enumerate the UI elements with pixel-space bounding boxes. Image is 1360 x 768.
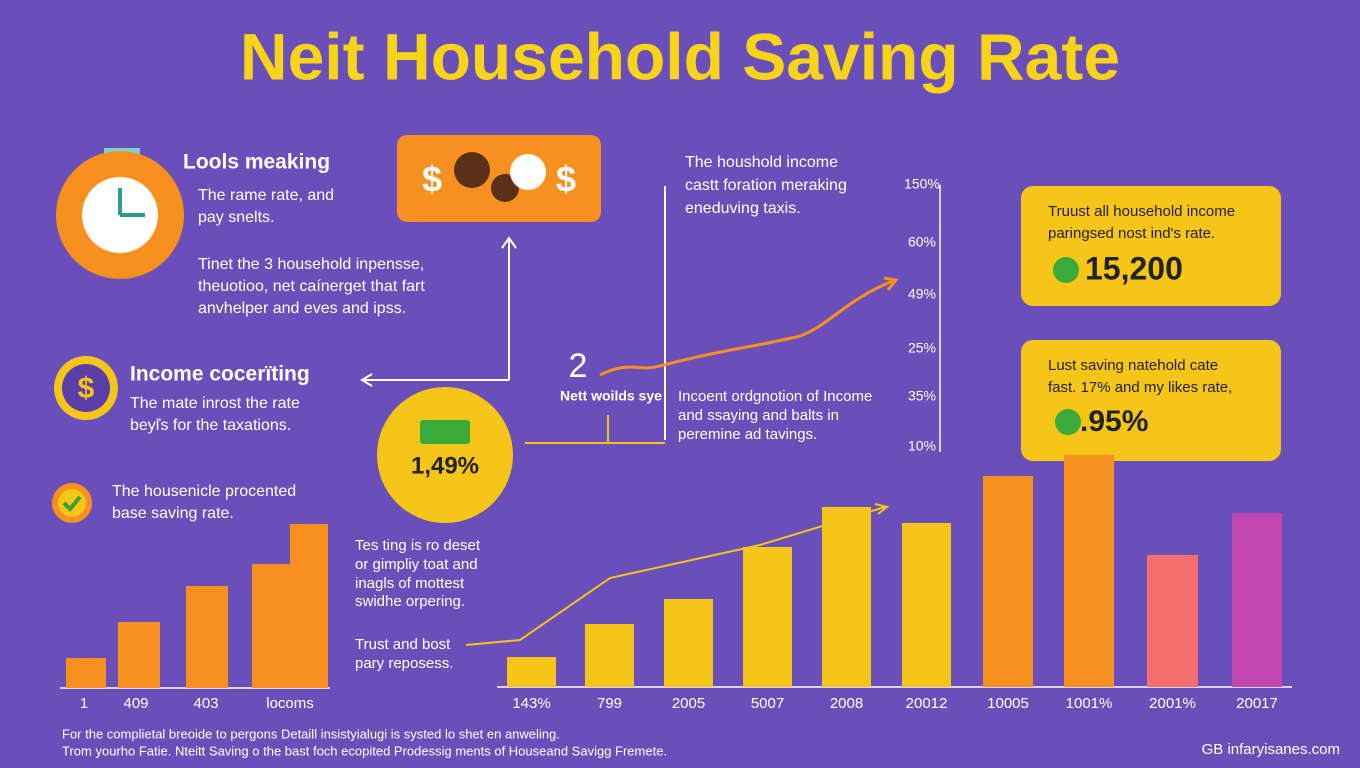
bar [902,523,951,687]
text: Tes ting is ro deset [355,537,481,554]
connector-lines [525,415,665,444]
scale-label: 35% [908,388,936,404]
x-tick-label: 20012 [906,695,948,712]
x-tick-label: 10005 [987,695,1029,712]
x-tick-label: 2001% [1149,695,1196,712]
text: The housenicle procented [112,483,296,500]
text: Tinet the 3 household inpensse, [198,256,424,273]
scale-label: 49% [908,286,936,302]
title: Neit Household Saving Rate [240,19,1120,93]
bar [507,657,556,687]
bar [743,547,792,687]
bar [186,586,228,688]
card-icon [1055,409,1081,435]
card [1021,186,1281,306]
bar [1232,513,1282,687]
text: The mate inrost the rate [130,395,300,412]
bar [1064,455,1114,687]
check-icon [52,483,92,523]
heading: Income cocerïting [130,363,310,386]
x-tick-label: 1001% [1066,695,1113,712]
text: Incoent ordgnotion of Income [678,388,872,405]
x-tick-label: 409 [123,695,148,712]
svg-text:$: $ [422,159,442,200]
text: pay snelts. [198,209,274,226]
heading: Lools meaking [183,151,330,174]
text: Truust all household income [1048,203,1235,220]
bar [822,507,871,687]
bar [290,524,328,688]
text: paringsed nost ind's rate. [1048,225,1215,242]
bar [118,622,160,688]
clock-icon [56,148,184,279]
circle-value: 1,49% [411,452,479,479]
scale-label: 25% [908,340,936,356]
svg-text:$: $ [556,159,576,200]
bar [585,624,634,687]
step-number: 2 [569,347,588,385]
text: swidhe orpering. [355,593,465,610]
scale-label: 60% [908,234,936,250]
x-tick-label: 143% [512,695,550,712]
bar [252,564,290,688]
brand: GB infaryisanes.com [1202,741,1340,758]
text: inagls of mottest [355,575,465,592]
text: beyľs for the taxations. [130,417,291,434]
text: castt foration meraking [685,177,847,194]
card-icon [1053,257,1079,283]
text: Lust saving natehold cate [1048,357,1218,374]
x-tick-label: locoms [266,695,314,712]
money-box: $ $ [397,135,601,222]
bar [664,599,713,687]
trend-line [599,276,899,377]
bar [1147,555,1198,687]
text: theuotioo, net caínerget that fart [198,278,425,295]
connector-lines [360,186,666,440]
x-tick-label: 5007 [751,695,784,712]
text: and ssaying and balts in [678,407,839,424]
text: Trust and bost [355,636,451,653]
x-tick-label: 1 [80,695,88,712]
x-tick-label: 20017 [1236,695,1278,712]
text: The rame rate, and [198,187,334,204]
footer-text: For the complietal breoide to pergons De… [62,726,560,741]
trend-line [465,503,890,646]
text: base saving rate. [112,505,234,522]
text: The houshold income [685,154,838,171]
x-tick-label: 799 [597,695,622,712]
scale-label: 150% [904,176,940,192]
value-circle [377,387,513,523]
step-title: Nett woilds sye [560,388,662,404]
card-value: .95% [1080,405,1148,438]
dollar-icon: $ [54,356,118,420]
card-value: 15,200 [1085,250,1183,286]
money-icon [420,420,470,444]
text: eneduving taxis. [685,200,801,217]
text: anvhelper and eves and ipss. [198,300,406,317]
text: peremine ad tavings. [678,426,817,443]
bar [983,476,1033,687]
x-tick-label: 403 [193,695,218,712]
text: fast. 17% and my likes rate, [1048,379,1232,396]
svg-text:$: $ [78,372,95,405]
text: or gimpliy toat and [355,556,478,573]
x-tick-label: 2005 [672,695,705,712]
text: pary reposess. [355,655,453,672]
scale-label: 10% [908,438,936,454]
footer-text: Trom yourho Fatie. Nteitt Saving o the b… [62,743,667,758]
card [1021,340,1281,461]
bar [66,658,106,688]
x-tick-label: 2008 [830,695,863,712]
